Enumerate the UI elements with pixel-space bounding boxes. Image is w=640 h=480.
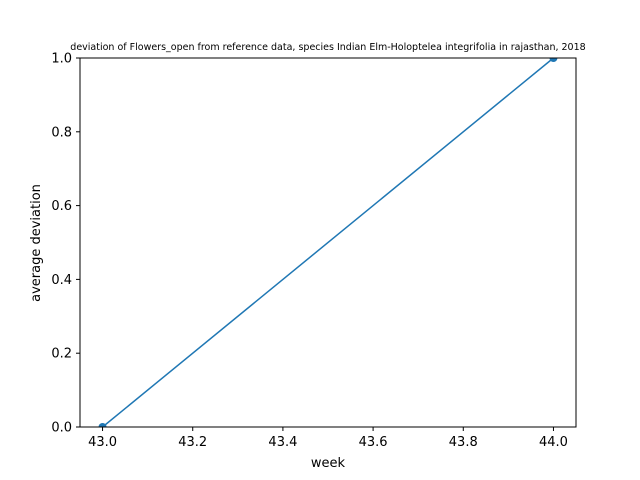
data-point — [98, 423, 107, 427]
x-axis: 43.0 43.2 43.4 43.6 43.8 44.0 — [88, 427, 568, 450]
x-tick-label: 43.4 — [268, 435, 297, 450]
plot-frame — [79, 57, 577, 428]
x-tick-label: 43.2 — [178, 435, 207, 450]
series-layer — [98, 57, 558, 428]
y-axis-label: average deviation — [29, 184, 44, 302]
y-tick-label: 0.6 — [51, 199, 72, 214]
chart-title: deviation of Flowers_open from reference… — [70, 42, 585, 53]
x-tick-label: 43.0 — [88, 435, 117, 450]
y-axis: 0.0 0.2 0.4 0.6 0.8 1.0 — [51, 52, 80, 436]
y-tick-label: 0.0 — [51, 421, 72, 436]
data-point — [549, 58, 558, 62]
x-tick-label: 43.6 — [359, 435, 388, 450]
x-axis-label: week — [311, 456, 346, 471]
series-line — [102, 57, 554, 428]
y-tick-label: 0.4 — [51, 273, 72, 288]
y-tick-label: 0.2 — [51, 347, 72, 362]
x-tick-label: 43.8 — [449, 435, 478, 450]
y-tick-label: 1.0 — [51, 52, 72, 67]
x-tick-label: 44.0 — [539, 435, 568, 450]
y-tick-label: 0.8 — [51, 125, 72, 140]
